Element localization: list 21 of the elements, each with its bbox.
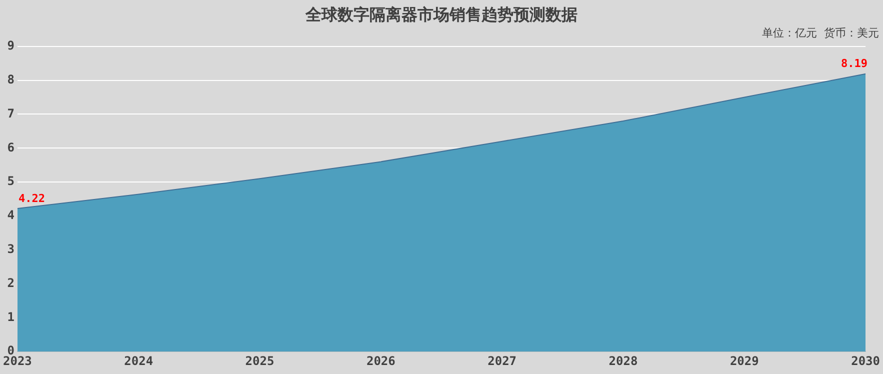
x-tick-label: 2029 — [730, 354, 759, 368]
y-tick-label: 7 — [7, 106, 14, 120]
y-tick-label: 8 — [7, 72, 14, 86]
data-label: 4.22 — [18, 192, 45, 205]
x-tick-label: 2025 — [245, 354, 274, 368]
y-tick-label: 9 — [7, 38, 14, 53]
chart-title: 全球数字隔离器市场销售趋势预测数据 — [304, 4, 578, 24]
x-tick-label: 2027 — [488, 354, 517, 368]
x-tick-label: 2030 — [851, 354, 880, 368]
y-tick-label: 3 — [7, 242, 14, 256]
data-label: 8.19 — [841, 57, 868, 70]
x-tick-label: 2028 — [608, 354, 638, 368]
y-tick-label: 5 — [7, 174, 14, 188]
y-tick-label: 6 — [7, 140, 14, 154]
y-tick-label: 4 — [7, 208, 14, 222]
y-tick-label: 2 — [7, 276, 14, 290]
chart-subtitle: 单位：亿元 货币：美元 — [762, 26, 879, 40]
x-tick-label: 2024 — [124, 354, 154, 368]
y-tick-label: 1 — [7, 310, 14, 324]
x-tick-label: 2026 — [366, 354, 396, 368]
x-tick-label: 2023 — [2, 354, 32, 368]
